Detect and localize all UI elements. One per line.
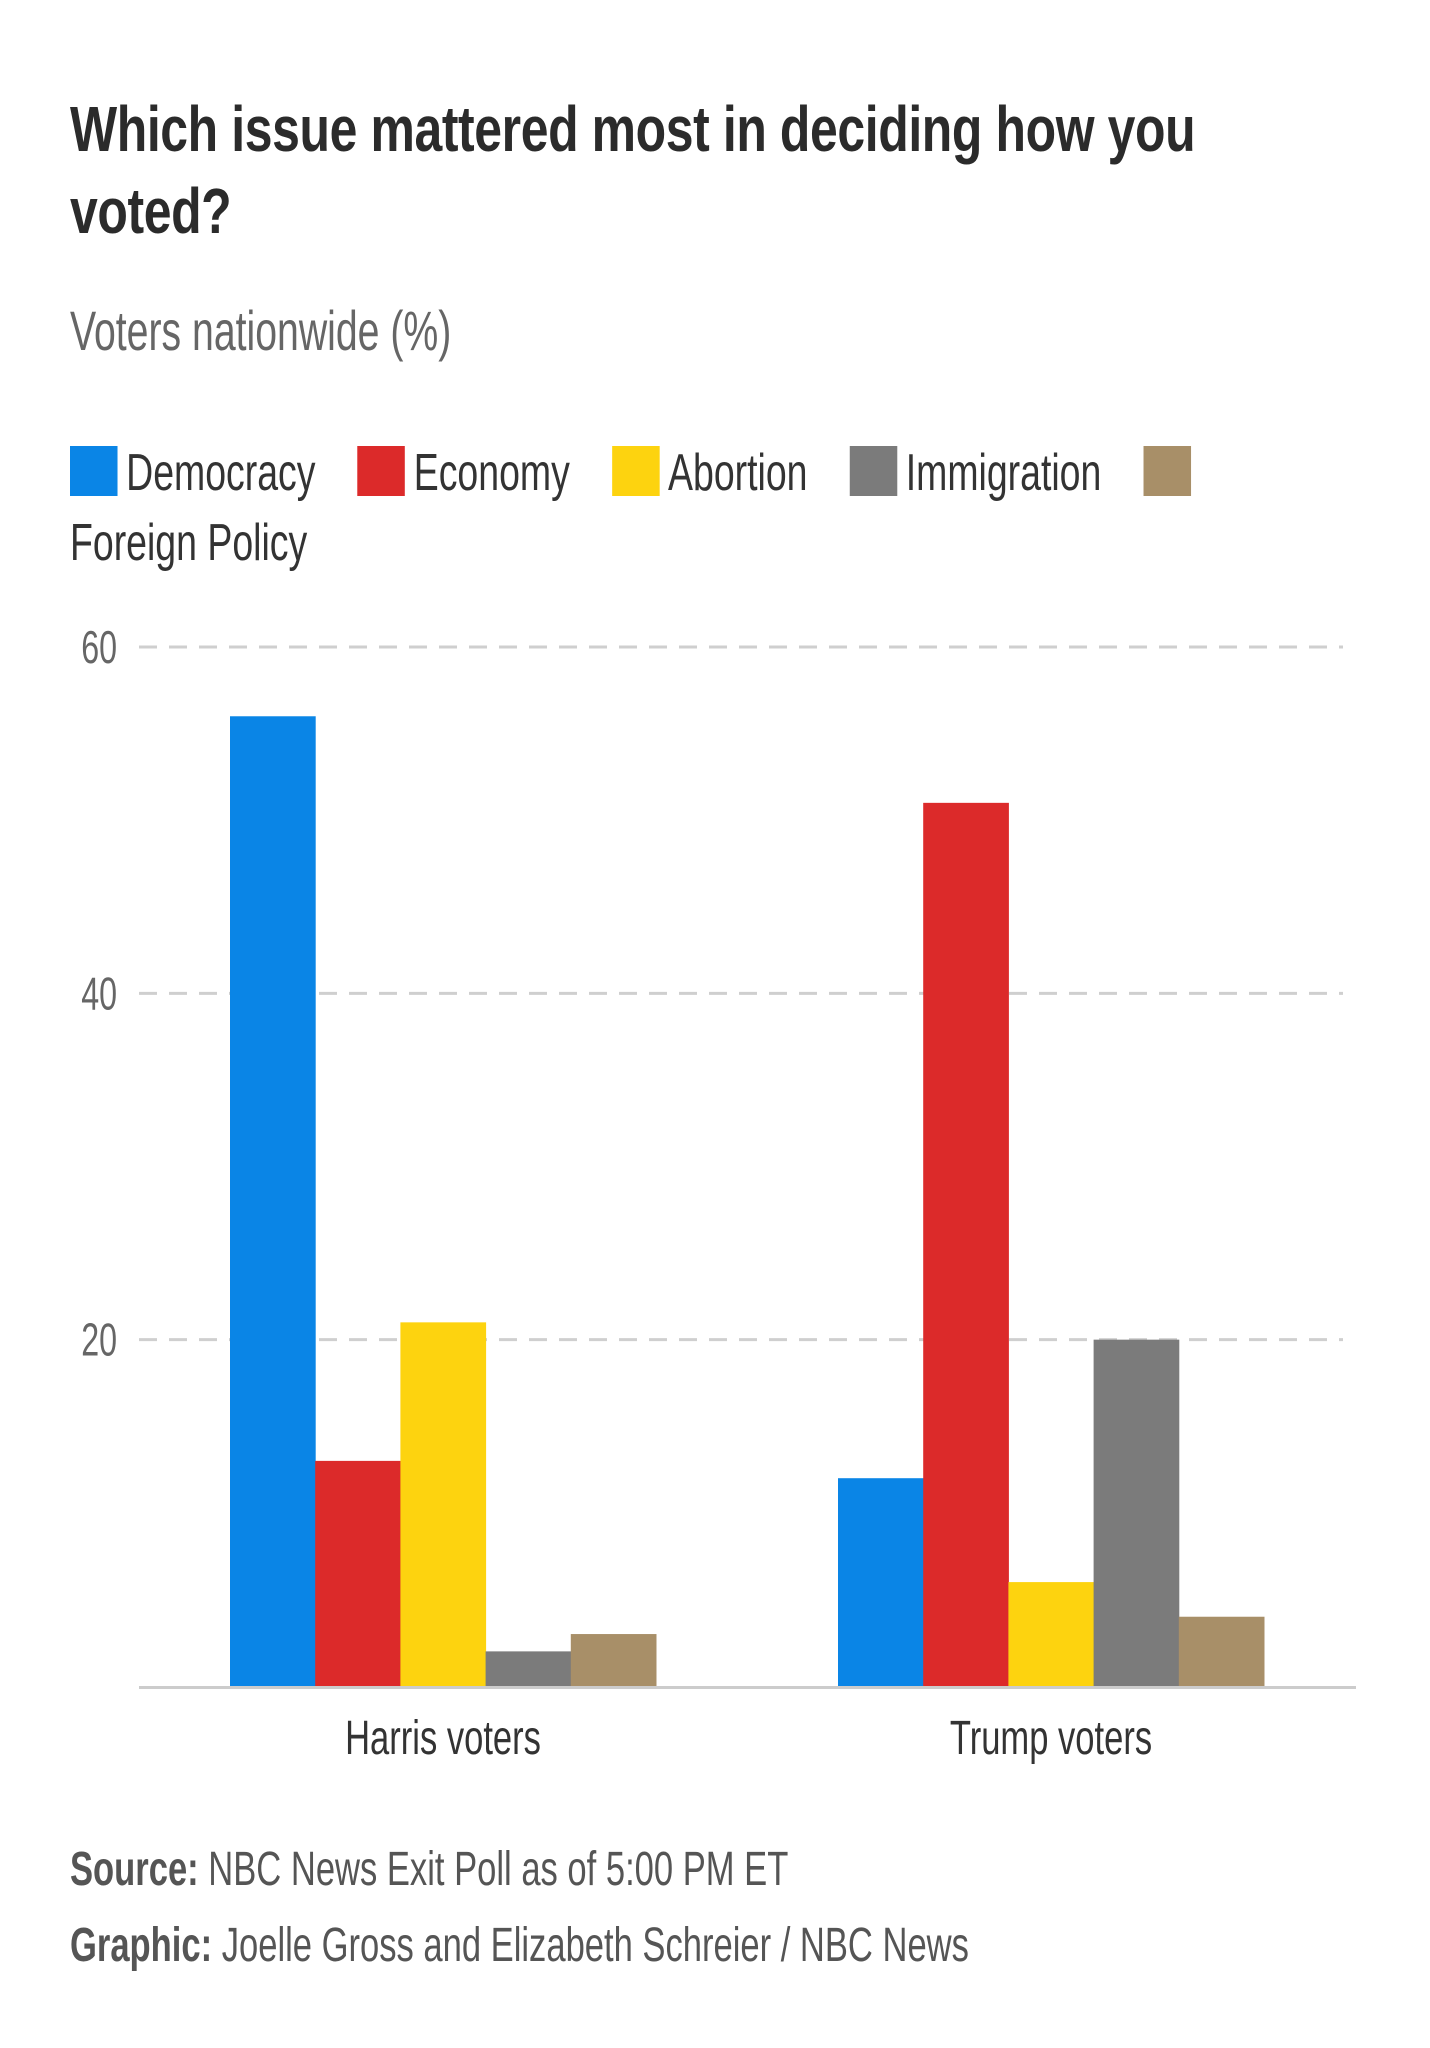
gridlines [139,645,1343,1342]
graphic-text: Joelle Gross and Elizabeth Schreier / NB… [221,1919,969,1972]
bar-chart: 20 40 60 Harris voters Trump voters [81,622,1356,1764]
bar-harris-voters-abortion [400,1322,487,1686]
legend-swatch [849,446,898,496]
legend-item-abortion: Abortion [611,444,818,502]
bar-harris-voters-economy [315,1460,401,1686]
legend-label: Immigration [905,444,1102,502]
bar-harris-voters-immigration [485,1651,572,1686]
chart-title: Which issue mattered most in deciding ho… [70,93,1196,247]
bar-harris-voters-democracy [230,716,316,1686]
legend-label: Democracy [126,444,316,502]
source-line: Source: NBC News Exit Poll as of 5:00 PM… [70,1842,788,1897]
legend-label: Abortion [668,444,808,502]
y-tick-label: 60 [81,622,117,673]
legend-item-immigration: Immigration [849,444,1112,502]
bar-trump-voters-economy [923,802,1009,1686]
bar-harris-voters-foreign-policy [570,1634,657,1686]
legend-swatch [611,446,660,496]
graphic-credit-line: Graphic: Joelle Gross and Elizabeth Schr… [70,1918,969,1973]
source-text: NBC News Exit Poll as of 5:00 PM ET [208,1843,789,1896]
y-tick-labels: 20 40 60 [81,622,117,1366]
legend-label: Foreign Policy [70,514,308,572]
graphic-label: Graphic: [70,1919,213,1972]
y-tick-label: 40 [81,969,117,1020]
legend-swatch [70,446,118,496]
y-tick-label: 20 [81,1315,117,1366]
x-category-labels: Harris voters Trump voters [345,1710,1152,1764]
legend-swatch [1143,446,1191,496]
bar-trump-voters-foreign-policy [1178,1616,1265,1686]
bars [230,716,1265,1686]
legend-item-foreign-policy: Foreign Policy [70,444,1200,572]
bar-trump-voters-abortion [1008,1582,1095,1686]
legend-item-economy: Economy [357,444,581,502]
x-category-label: Trump voters [950,1710,1152,1764]
x-category-label: Harris voters [345,1710,541,1764]
bar-trump-voters-democracy [838,1478,924,1686]
source-label: Source: [70,1843,199,1896]
chart-subtitle: Voters nationwide (%) [70,299,452,362]
legend-label: Economy [413,444,570,502]
bar-trump-voters-immigration [1093,1339,1180,1686]
legend-item-democracy: Democracy [70,444,326,502]
legend: Democracy Economy Abortion Immigration F… [70,438,1222,578]
legend-swatch [357,446,406,496]
